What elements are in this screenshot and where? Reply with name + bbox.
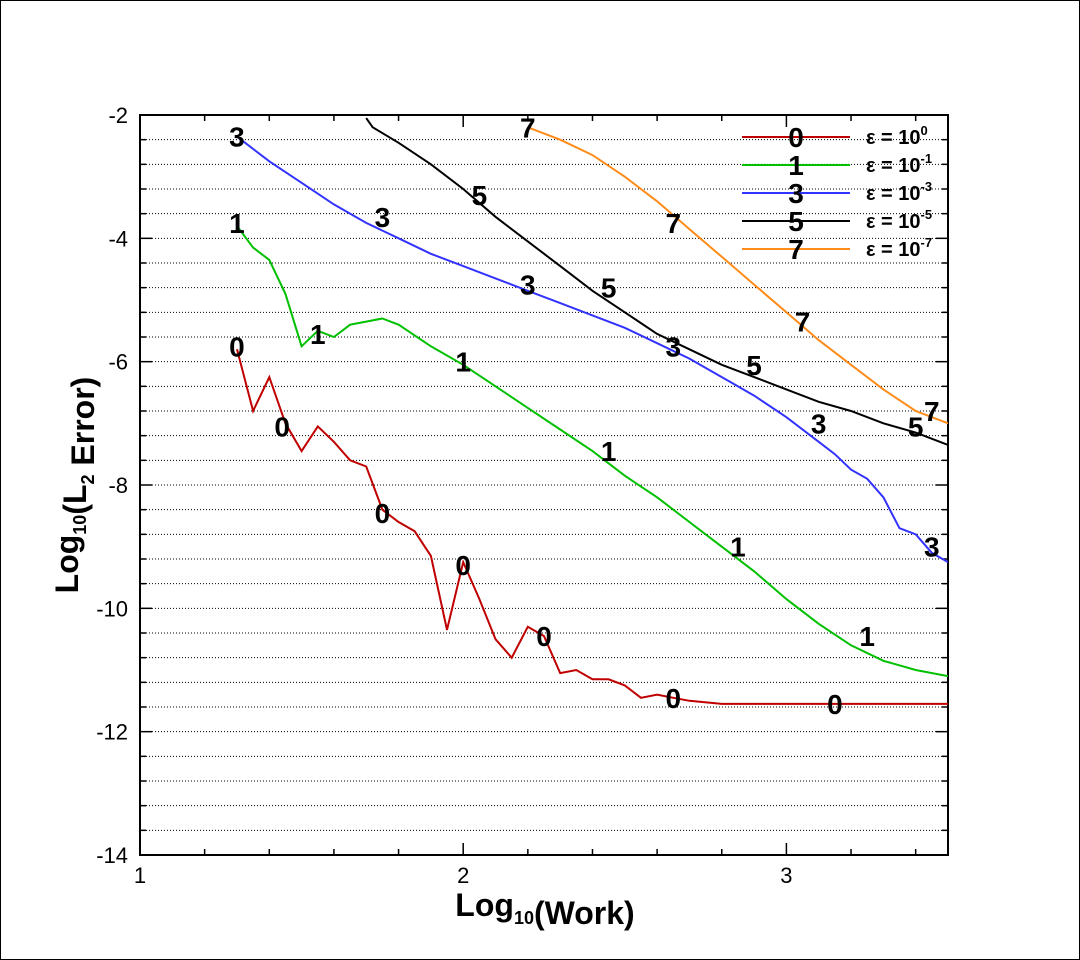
series-marker-0: 0 (375, 498, 391, 529)
series-line-3 (236, 135, 948, 563)
series-marker-5: 5 (908, 411, 924, 442)
series-marker-5: 5 (472, 180, 488, 211)
series-marker-1: 1 (310, 319, 326, 350)
series-marker-0: 0 (274, 411, 290, 442)
series-line-5 (365, 117, 948, 446)
series-marker-1: 1 (730, 532, 746, 563)
y-tick-label: -2 (108, 103, 128, 128)
y-tick-label: -12 (96, 720, 128, 745)
series-line-7 (527, 126, 948, 425)
y-tick-label: -10 (96, 596, 128, 621)
series-marker-5: 5 (746, 350, 762, 381)
legend: 0 ε = 100 1 ε = 10-1 3 ε = 10-3 5 ε = 10-5 7 ε = … (742, 122, 932, 265)
legend-label-3: ε = 10-3 (866, 179, 932, 205)
y-tick-label: -14 (96, 843, 128, 868)
y-axis-title: Log10(L2 Error) (49, 377, 101, 594)
x-axis-title: Log10(Work) (455, 887, 634, 931)
series-marker-0: 0 (229, 331, 245, 362)
series-marker-7: 7 (520, 112, 536, 143)
axes: -2-4-6-8-10-12-141 2 3 (96, 103, 949, 888)
legend-label-7: ε = 10-7 (866, 235, 932, 261)
legend-label-0: ε = 100 (866, 123, 928, 149)
series-layer (236, 117, 948, 705)
series-marker-7: 7 (795, 307, 811, 338)
x-tick-label: 2 (457, 863, 469, 888)
y-tick-label: -4 (108, 226, 128, 251)
series-marker-1: 1 (601, 436, 617, 467)
series-marker-3: 3 (665, 331, 681, 362)
y-tick-label: -8 (108, 473, 128, 498)
series-line-0 (236, 349, 948, 705)
series-marker-0: 0 (455, 550, 471, 581)
series-marker-7: 7 (924, 396, 940, 427)
y-tick-label: -6 (108, 350, 128, 375)
x-tick-label: 1 (134, 863, 146, 888)
series-marker-0: 0 (536, 621, 552, 652)
series-marker-3: 3 (811, 408, 827, 439)
series-marker-1: 1 (229, 208, 245, 239)
series-marker-5: 5 (601, 273, 617, 304)
legend-label-1: ε = 10-1 (866, 151, 932, 177)
series-marker-0: 0 (827, 689, 843, 720)
series-marker-1: 1 (455, 347, 471, 378)
legend-marker-3: 3 (788, 178, 804, 209)
series-marker-3: 3 (375, 202, 391, 233)
grid-lines (140, 139, 948, 831)
series-marker-7: 7 (665, 208, 681, 239)
series-marker-3: 3 (229, 122, 245, 153)
legend-marker-5: 5 (788, 206, 804, 237)
series-marker-3: 3 (924, 532, 940, 563)
legend-marker-0: 0 (788, 122, 804, 153)
x-tick-label: 3 (780, 863, 792, 888)
legend-marker-1: 1 (788, 150, 804, 181)
legend-marker-7: 7 (788, 234, 804, 265)
plot-area-border (139, 114, 949, 856)
legend-label-5: ε = 10-5 (866, 207, 932, 233)
series-line-1 (236, 225, 948, 678)
series-marker-0: 0 (665, 683, 681, 714)
series-marker-3: 3 (520, 270, 536, 301)
series-marker-1: 1 (859, 621, 875, 652)
